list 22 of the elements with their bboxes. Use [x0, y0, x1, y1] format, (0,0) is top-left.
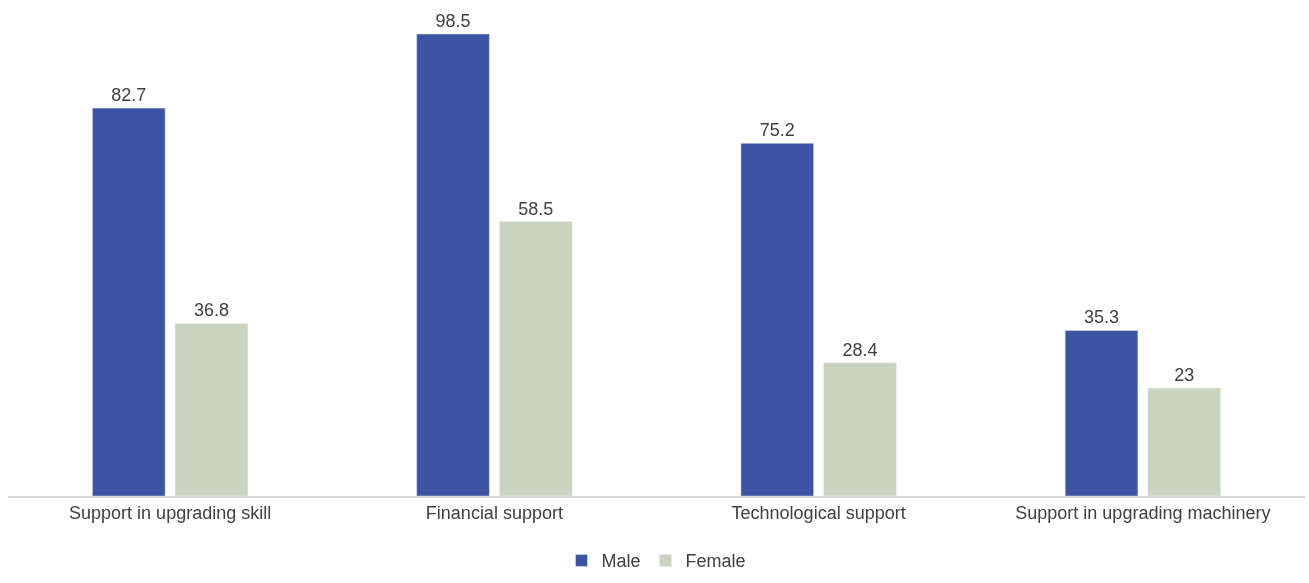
data-label: 28.4 [842, 339, 878, 360]
bar [499, 221, 573, 496]
legend-label: Male [601, 551, 641, 572]
data-label: 75.2 [759, 120, 795, 141]
bar [1064, 330, 1139, 496]
x-tick-label: Technological support [731, 503, 906, 524]
data-label: 36.8 [193, 300, 229, 321]
data-label: 35.3 [1084, 307, 1120, 328]
x-tick-label: Financial support [425, 503, 563, 524]
x-tick-label: Support in upgrading machinery [1015, 503, 1271, 524]
bar [416, 34, 490, 496]
bar [1147, 387, 1221, 496]
bar [823, 362, 897, 496]
bar [740, 143, 814, 496]
x-tick-label: Support in upgrading skill [69, 503, 272, 524]
data-label: 98.5 [435, 11, 471, 31]
bar [174, 323, 249, 496]
data-label: 23 [1174, 365, 1195, 386]
legend-label: Female [685, 551, 746, 572]
data-label: 58.5 [518, 198, 554, 219]
data-label: 82.7 [111, 85, 147, 106]
bar [92, 107, 166, 496]
